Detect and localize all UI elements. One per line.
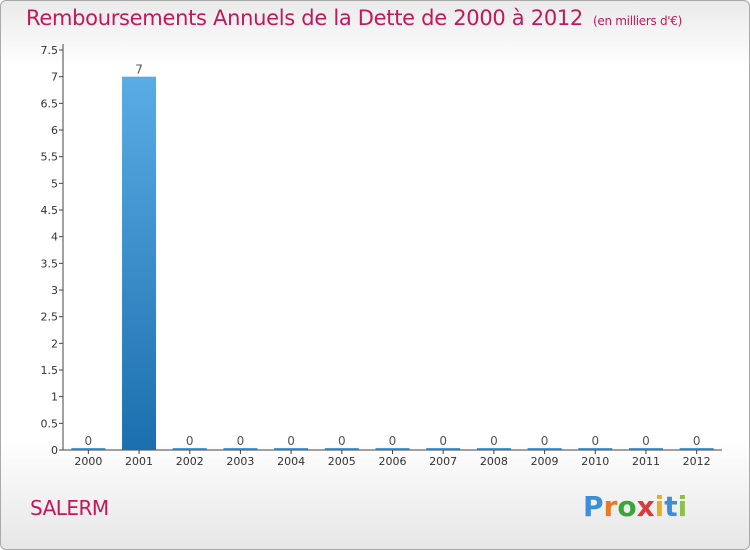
- logo-letter: o: [617, 490, 637, 523]
- logo-letter: x: [636, 490, 655, 523]
- logo-letter: t: [664, 490, 678, 523]
- bar-2012: [679, 448, 714, 450]
- chart-unit-label: (en milliers d'€): [593, 14, 683, 28]
- data-label-2002: 0: [186, 434, 194, 448]
- y-tick-label: 3.5: [41, 257, 59, 270]
- y-tick-label: 5.5: [41, 151, 59, 164]
- logo-letter: P: [583, 490, 604, 523]
- commune-name: SALERM: [30, 496, 109, 520]
- data-label-2008: 0: [490, 434, 498, 448]
- x-tick-label: 2012: [683, 455, 711, 468]
- y-tick-label: 4.5: [41, 204, 59, 217]
- logo-letter: r: [603, 490, 618, 523]
- y-tick-label: 1.5: [41, 364, 59, 377]
- data-label-2009: 0: [541, 434, 549, 448]
- bar-2007: [426, 448, 461, 450]
- data-label-2005: 0: [338, 434, 346, 448]
- chart-title-text: Remboursements Annuels de la Dette de 20…: [26, 6, 583, 30]
- y-tick-label: 6.5: [41, 97, 59, 110]
- data-label-2004: 0: [287, 434, 295, 448]
- bar-2010: [578, 448, 613, 450]
- bar-2003: [223, 448, 258, 450]
- x-axis-ticks: 2000 2001 2002 2003 2004 2005 2006 2007 2008 2009…: [74, 450, 711, 468]
- data-label-2000: 0: [85, 434, 93, 448]
- y-tick-label: 1: [51, 391, 58, 404]
- data-label-2007: 0: [439, 434, 447, 448]
- bar-2002: [172, 448, 207, 450]
- bar-2001: [122, 76, 157, 451]
- y-tick-label: 4: [51, 231, 58, 244]
- y-tick-label: 3: [51, 284, 58, 297]
- bar-2000: [71, 448, 106, 450]
- logo-letter: i: [677, 490, 688, 523]
- x-tick-label: 2008: [480, 455, 508, 468]
- x-tick-label: 2011: [632, 455, 660, 468]
- y-tick-label: 2: [51, 337, 58, 350]
- data-label-2001: 7: [135, 63, 143, 77]
- logo-letter: i: [654, 490, 665, 523]
- y-tick-label: 6: [51, 124, 58, 137]
- x-tick-label: 2001: [125, 455, 153, 468]
- proxiti-logo: Proxiti: [583, 490, 687, 523]
- y-tick-label: 5: [51, 177, 58, 190]
- x-tick-label: 2000: [74, 455, 102, 468]
- chart-title: Remboursements Annuels de la Dette de 20…: [26, 6, 682, 30]
- data-label-2006: 0: [389, 434, 397, 448]
- bar-2006: [375, 448, 410, 450]
- x-tick-label: 2010: [581, 455, 609, 468]
- y-tick-label: 2.5: [41, 311, 59, 324]
- x-tick-label: 2009: [531, 455, 559, 468]
- bar-2008: [476, 448, 511, 450]
- y-tick-label: 7.5: [41, 44, 59, 57]
- x-tick-label: 2002: [176, 455, 204, 468]
- x-tick-label: 2004: [277, 455, 305, 468]
- y-axis-ticks: 0 0.5 1 1.5 2 2.5 3 3.5 4 4.5 5 5.5 6 6.5 7 7.5: [41, 44, 63, 457]
- bar-series: [71, 76, 714, 451]
- data-label-2003: 0: [237, 434, 245, 448]
- y-tick-label: 0.5: [41, 417, 59, 430]
- data-label-2011: 0: [642, 434, 650, 448]
- x-tick-label: 2006: [379, 455, 407, 468]
- x-tick-label: 2005: [328, 455, 356, 468]
- data-label-2010: 0: [591, 434, 599, 448]
- y-tick-label: 7: [51, 71, 58, 84]
- x-tick-label: 2003: [226, 455, 254, 468]
- bar-2004: [274, 448, 309, 450]
- bar-2005: [324, 448, 359, 450]
- bar-2009: [527, 448, 562, 450]
- x-tick-label: 2007: [429, 455, 457, 468]
- data-label-2012: 0: [693, 434, 701, 448]
- y-tick-label: 0: [51, 444, 58, 457]
- data-labels: 0 7 0 0 0 0 0 0 0 0 0 0 0: [85, 63, 701, 448]
- chart-axes: [62, 44, 722, 451]
- bar-2011: [628, 448, 663, 450]
